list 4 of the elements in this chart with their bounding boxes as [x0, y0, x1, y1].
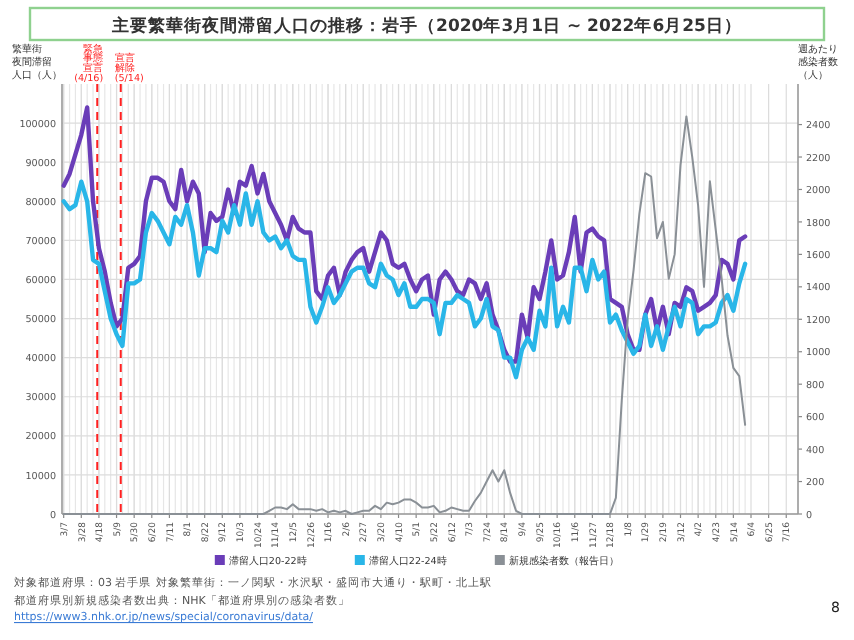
line-series — [61, 105, 748, 364]
line-series — [62, 115, 747, 515]
line-series — [61, 179, 748, 380]
chart-title: 主要繁華街夜間滞留人口の推移：岩手（2020年3月1日 ~ 2022年6月25日） — [110, 15, 742, 37]
